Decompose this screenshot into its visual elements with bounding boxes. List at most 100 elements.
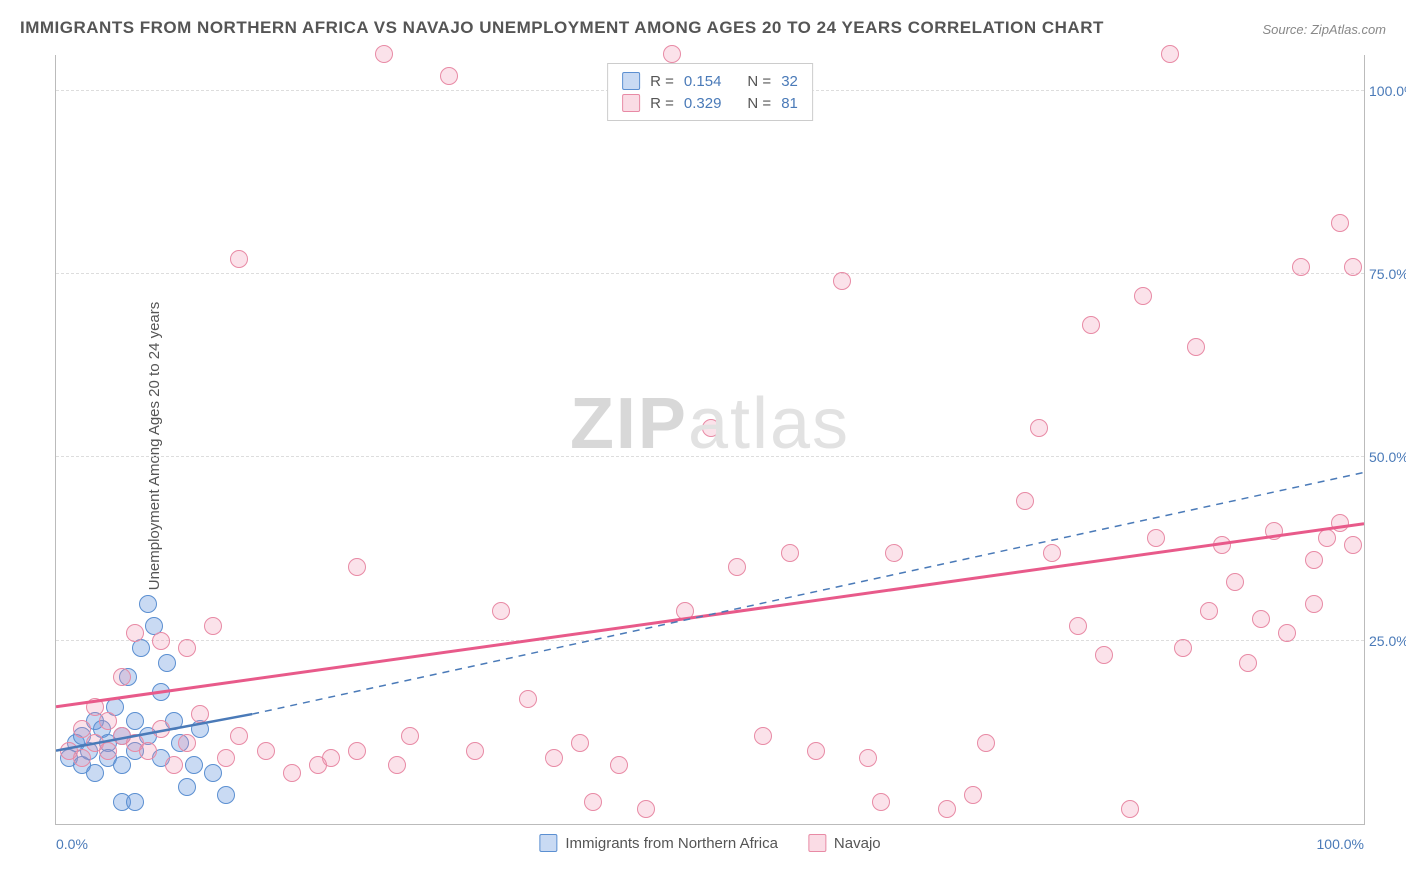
n-value-pink: 81: [781, 95, 798, 112]
data-point: [178, 778, 196, 796]
legend-item-blue: Immigrants from Northern Africa: [539, 834, 778, 852]
trend-lines: [56, 55, 1364, 824]
data-point: [584, 793, 602, 811]
data-point: [158, 654, 176, 672]
gridline: [56, 456, 1364, 457]
n-value-blue: 32: [781, 73, 798, 90]
data-point: [86, 698, 104, 716]
data-point: [1226, 573, 1244, 591]
data-point: [1082, 316, 1100, 334]
data-point: [165, 756, 183, 774]
legend-item-pink: Navajo: [808, 834, 881, 852]
data-point: [1187, 338, 1205, 356]
data-point: [257, 742, 275, 760]
data-point: [1331, 514, 1349, 532]
data-point: [113, 668, 131, 686]
data-point: [1344, 258, 1362, 276]
data-point: [1016, 492, 1034, 510]
source-attribution: Source: ZipAtlas.com: [1262, 22, 1386, 37]
data-point: [938, 800, 956, 818]
data-point: [466, 742, 484, 760]
legend-stats: R = 0.154 N = 32 R = 0.329 N = 81: [607, 63, 813, 121]
data-point: [1030, 419, 1048, 437]
swatch-blue-icon: [622, 72, 640, 90]
data-point: [545, 749, 563, 767]
x-tick-min: 0.0%: [56, 836, 88, 852]
data-point: [519, 690, 537, 708]
r-value-pink: 0.329: [684, 95, 722, 112]
data-point: [139, 742, 157, 760]
data-point: [1278, 624, 1296, 642]
data-point: [728, 558, 746, 576]
data-point: [1174, 639, 1192, 657]
data-point: [217, 786, 235, 804]
data-point: [322, 749, 340, 767]
data-point: [113, 756, 131, 774]
data-point: [73, 749, 91, 767]
data-point: [1095, 646, 1113, 664]
data-point: [492, 602, 510, 620]
gridline: [56, 640, 1364, 641]
data-point: [1043, 544, 1061, 562]
data-point: [348, 558, 366, 576]
legend-stats-row: R = 0.154 N = 32: [622, 70, 798, 92]
data-point: [1305, 551, 1323, 569]
data-point: [230, 250, 248, 268]
data-point: [610, 756, 628, 774]
data-point: [859, 749, 877, 767]
x-tick-max: 100.0%: [1317, 836, 1364, 852]
data-point: [702, 419, 720, 437]
data-point: [964, 786, 982, 804]
n-label: N =: [747, 73, 771, 90]
n-label: N =: [747, 95, 771, 112]
data-point: [1134, 287, 1152, 305]
data-point: [283, 764, 301, 782]
data-point: [348, 742, 366, 760]
data-point: [1121, 800, 1139, 818]
data-point: [178, 734, 196, 752]
data-point: [152, 632, 170, 650]
data-point: [1161, 45, 1179, 63]
data-point: [754, 727, 772, 745]
swatch-pink-icon: [622, 94, 640, 112]
data-point: [217, 749, 235, 767]
data-point: [1331, 214, 1349, 232]
data-point: [126, 793, 144, 811]
data-point: [388, 756, 406, 774]
data-point: [139, 595, 157, 613]
y-tick-label: 100.0%: [1369, 83, 1406, 99]
data-point: [885, 544, 903, 562]
data-point: [637, 800, 655, 818]
data-point: [204, 617, 222, 635]
data-point: [1344, 536, 1362, 554]
data-point: [99, 712, 117, 730]
data-point: [781, 544, 799, 562]
data-point: [126, 712, 144, 730]
swatch-blue-icon: [539, 834, 557, 852]
data-point: [152, 720, 170, 738]
data-point: [663, 45, 681, 63]
data-point: [1239, 654, 1257, 672]
r-value-blue: 0.154: [684, 73, 722, 90]
data-point: [1292, 258, 1310, 276]
plot-area: ZIPatlas 25.0%50.0%75.0%100.0% R = 0.154…: [55, 55, 1365, 825]
data-point: [1213, 536, 1231, 554]
legend-label: Immigrants from Northern Africa: [565, 835, 778, 852]
data-point: [152, 683, 170, 701]
data-point: [440, 67, 458, 85]
data-point: [86, 764, 104, 782]
r-label: R =: [650, 95, 674, 112]
data-point: [1147, 529, 1165, 547]
data-point: [375, 45, 393, 63]
legend-series: Immigrants from Northern Africa Navajo: [539, 834, 880, 852]
data-point: [230, 727, 248, 745]
swatch-pink-icon: [808, 834, 826, 852]
data-point: [401, 727, 419, 745]
data-point: [571, 734, 589, 752]
r-label: R =: [650, 73, 674, 90]
data-point: [178, 639, 196, 657]
legend-stats-row: R = 0.329 N = 81: [622, 92, 798, 114]
y-tick-label: 50.0%: [1369, 449, 1406, 465]
data-point: [1305, 595, 1323, 613]
data-point: [833, 272, 851, 290]
